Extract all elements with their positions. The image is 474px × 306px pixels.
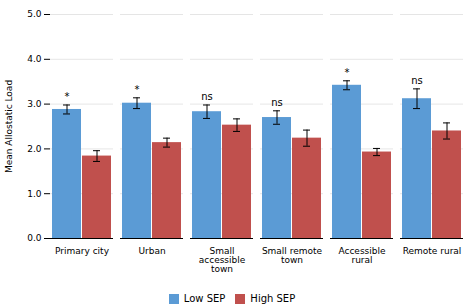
svg-text:4.0: 4.0: [27, 54, 42, 64]
svg-text:ns: ns: [271, 97, 283, 108]
svg-text:*: *: [65, 91, 70, 102]
svg-text:Primary city: Primary city: [55, 246, 110, 256]
svg-text:*: *: [345, 67, 350, 78]
html-text:Low SEP: Low SEP: [183, 293, 226, 304]
html-text:High SEP: High SEP: [250, 293, 296, 304]
svg-text:5.0: 5.0: [27, 9, 42, 19]
svg-text:Small remotetown: Small remotetown: [262, 246, 323, 265]
svg-text:Smallaccessibletown: Smallaccessibletown: [199, 246, 246, 274]
svg-text:3.0: 3.0: [27, 99, 42, 109]
svg-text:Mean Allostatic Load: Mean Allostatic Load: [4, 80, 14, 173]
svg-text:2.0: 2.0: [27, 144, 42, 154]
svg-text:*: *: [135, 84, 140, 95]
svg-text:Accessiblerural: Accessiblerural: [338, 246, 386, 265]
svg-text:ns: ns: [411, 75, 423, 86]
svg-text:1.0: 1.0: [27, 189, 42, 199]
svg-text:Remote rural: Remote rural: [403, 246, 462, 256]
svg-text:0.0: 0.0: [27, 233, 42, 243]
svg-text:ns: ns: [201, 91, 213, 102]
svg-text:Urban: Urban: [138, 246, 165, 256]
